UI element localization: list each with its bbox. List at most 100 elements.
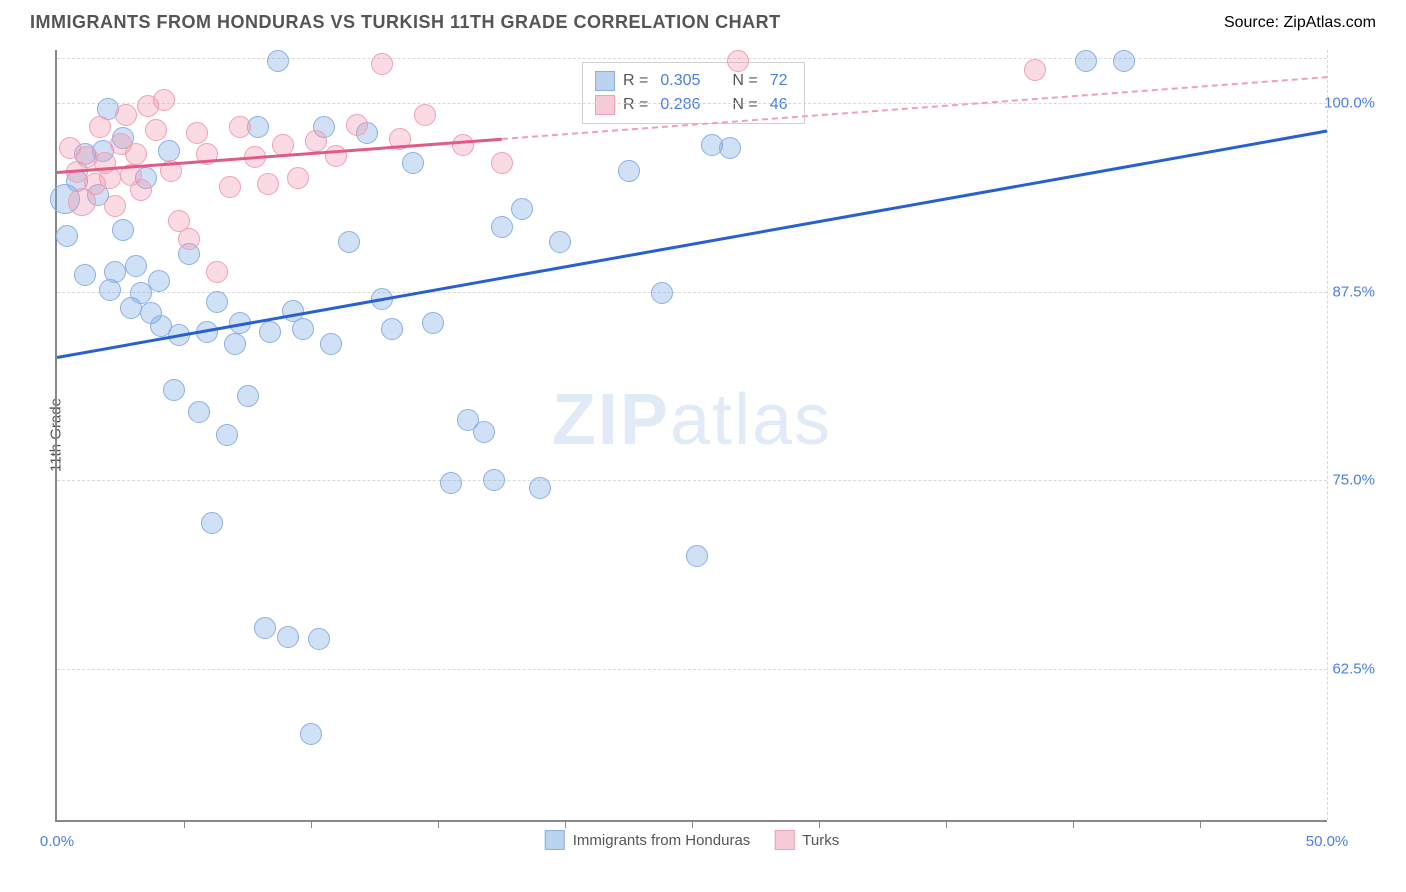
data-point bbox=[89, 116, 111, 138]
y-tick-label: 87.5% bbox=[1332, 283, 1375, 300]
data-point bbox=[99, 167, 121, 189]
r-value: 0.286 bbox=[660, 96, 700, 114]
n-label: N = bbox=[732, 72, 757, 90]
data-point bbox=[178, 228, 200, 250]
data-point bbox=[224, 333, 246, 355]
data-point bbox=[229, 116, 251, 138]
data-point bbox=[206, 291, 228, 313]
data-point bbox=[267, 50, 289, 72]
data-point bbox=[491, 152, 513, 174]
data-point bbox=[300, 723, 322, 745]
data-point bbox=[188, 401, 210, 423]
gridline-h bbox=[57, 103, 1327, 104]
gridline-h bbox=[57, 292, 1327, 293]
data-point bbox=[115, 104, 137, 126]
data-point bbox=[145, 119, 167, 141]
data-point bbox=[219, 176, 241, 198]
data-point bbox=[237, 385, 259, 407]
watermark-bold: ZIP bbox=[552, 380, 670, 460]
plot-area: ZIPatlas R =0.305N =72R =0.286N =46 Immi… bbox=[55, 50, 1327, 822]
data-point bbox=[511, 198, 533, 220]
n-label: N = bbox=[732, 96, 757, 114]
swatch-pink bbox=[774, 830, 794, 850]
stats-legend-row: R = 0.305 N = 72 bbox=[595, 69, 792, 93]
data-point bbox=[305, 130, 327, 152]
data-point bbox=[257, 173, 279, 195]
watermark-light: atlas bbox=[670, 380, 832, 460]
data-point bbox=[287, 167, 309, 189]
data-point bbox=[414, 104, 436, 126]
data-point bbox=[56, 225, 78, 247]
gridline-h bbox=[57, 669, 1327, 670]
x-tick-mark bbox=[184, 820, 185, 828]
data-point bbox=[529, 477, 551, 499]
data-point bbox=[104, 261, 126, 283]
x-tick-mark bbox=[311, 820, 312, 828]
legend-label: Turks bbox=[802, 832, 839, 849]
data-point bbox=[259, 321, 281, 343]
data-point bbox=[549, 231, 571, 253]
data-point bbox=[651, 282, 673, 304]
x-tick-mark bbox=[1073, 820, 1074, 828]
data-point bbox=[206, 261, 228, 283]
data-point bbox=[325, 145, 347, 167]
data-point bbox=[473, 421, 495, 443]
data-point bbox=[254, 617, 276, 639]
n-value: 46 bbox=[770, 96, 788, 114]
x-tick-label: 0.0% bbox=[40, 833, 74, 850]
x-tick-mark bbox=[565, 820, 566, 828]
data-point bbox=[440, 472, 462, 494]
data-point bbox=[719, 137, 741, 159]
legend-item-honduras: Immigrants from Honduras bbox=[545, 828, 751, 852]
source-attribution: Source: ZipAtlas.com bbox=[1224, 14, 1376, 32]
data-point bbox=[158, 140, 180, 162]
source-name: ZipAtlas.com bbox=[1284, 14, 1376, 31]
stats-legend: R = 0.305 N = 72 R = 0.286 N = 46 bbox=[582, 62, 805, 124]
gridline-h bbox=[57, 58, 1327, 59]
x-tick-mark bbox=[692, 820, 693, 828]
y-tick-label: 62.5% bbox=[1332, 661, 1375, 678]
data-point bbox=[74, 264, 96, 286]
swatch-blue bbox=[545, 830, 565, 850]
data-point bbox=[1075, 50, 1097, 72]
r-value: 0.305 bbox=[660, 72, 700, 90]
y-tick-label: 75.0% bbox=[1332, 472, 1375, 489]
x-tick-mark bbox=[946, 820, 947, 828]
data-point bbox=[163, 379, 185, 401]
data-point bbox=[346, 114, 368, 136]
data-point bbox=[125, 143, 147, 165]
r-label: R = bbox=[623, 96, 648, 114]
data-point bbox=[371, 53, 393, 75]
data-point bbox=[491, 216, 513, 238]
data-point bbox=[292, 318, 314, 340]
data-point bbox=[1024, 59, 1046, 81]
data-point bbox=[727, 50, 749, 72]
r-label: R = bbox=[623, 72, 648, 90]
y-tick-label: 100.0% bbox=[1324, 94, 1375, 111]
chart-title: IMMIGRANTS FROM HONDURAS VS TURKISH 11TH… bbox=[30, 12, 781, 33]
data-point bbox=[1113, 50, 1135, 72]
x-tick-mark bbox=[438, 820, 439, 828]
data-point bbox=[112, 219, 134, 241]
data-point bbox=[153, 89, 175, 111]
data-point bbox=[338, 231, 360, 253]
x-tick-mark bbox=[1200, 820, 1201, 828]
n-value: 72 bbox=[770, 72, 788, 90]
stats-legend-row: R = 0.286 N = 46 bbox=[595, 93, 792, 117]
data-point bbox=[422, 312, 444, 334]
data-point bbox=[277, 626, 299, 648]
data-point bbox=[381, 318, 403, 340]
data-point bbox=[452, 134, 474, 156]
data-point bbox=[618, 160, 640, 182]
gridline-h bbox=[57, 480, 1327, 481]
data-point bbox=[320, 333, 342, 355]
x-tick-label: 50.0% bbox=[1306, 833, 1349, 850]
data-point bbox=[104, 195, 126, 217]
data-point bbox=[130, 179, 152, 201]
gridline-v bbox=[1327, 50, 1328, 820]
data-point bbox=[125, 255, 147, 277]
data-point bbox=[686, 545, 708, 567]
chart-container: 11th Grade ZIPatlas R =0.305N =72R =0.28… bbox=[55, 50, 1375, 820]
legend-label: Immigrants from Honduras bbox=[573, 832, 751, 849]
data-point bbox=[186, 122, 208, 144]
